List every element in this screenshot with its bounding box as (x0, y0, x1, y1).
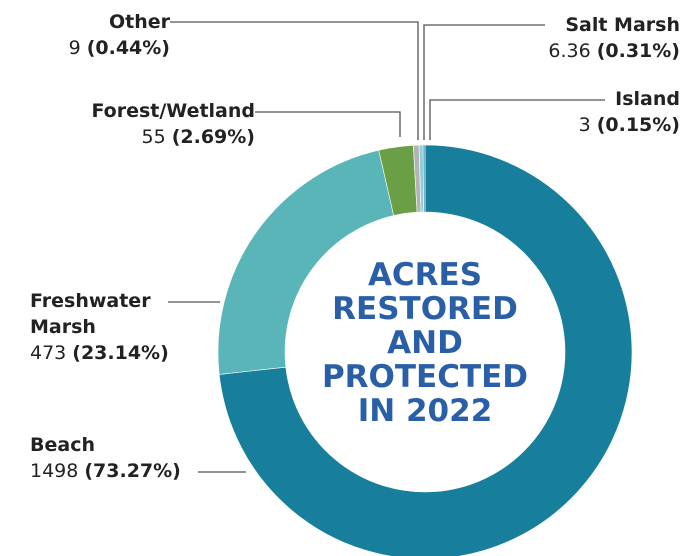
slice-label: Salt Marsh 6.36 (0.31%) (530, 12, 680, 64)
slice-label: Island 3 (0.15%) (560, 86, 680, 138)
slice (217, 149, 395, 375)
center-title: ACRES RESTORED AND PROTECTED IN 2022 (321, 257, 529, 429)
percent-label: (0.44%) (86, 37, 170, 59)
value-label: 1498 (30, 460, 79, 482)
slice-label: Forest/Wetland 55 (2.69%) (30, 98, 255, 150)
percent-label: (2.69%) (171, 126, 255, 148)
leader-line (423, 24, 545, 140)
leader-line (255, 111, 401, 137)
category-name: Salt Marsh (565, 14, 680, 36)
leader-line (429, 99, 605, 140)
slice-label: Beach 1498 (73.27%) (30, 432, 200, 484)
slice (218, 144, 633, 556)
category-name: Island (615, 88, 680, 110)
value-label: 473 (30, 342, 67, 364)
percent-label: (73.27%) (84, 460, 181, 482)
category-name: Other (108, 11, 170, 33)
leader-line (170, 21, 419, 140)
value-label: 55 (141, 126, 166, 148)
percent-label: (0.31%) (596, 40, 680, 62)
percent-label: (23.14%) (72, 342, 169, 364)
percent-label: (0.15%) (596, 114, 680, 136)
slice-label: Freshwater Marsh 473 (23.14%) (30, 288, 175, 366)
value-label: 3 (578, 114, 591, 136)
value-label: 9 (68, 37, 81, 59)
category-name: Beach (30, 434, 95, 456)
category-name: Freshwater Marsh (30, 290, 151, 338)
value-label: 6.36 (548, 40, 591, 62)
slice-label: Other 9 (0.44%) (30, 9, 170, 61)
category-name: Forest/Wetland (91, 100, 255, 122)
donut (217, 144, 633, 556)
slice (422, 144, 426, 213)
